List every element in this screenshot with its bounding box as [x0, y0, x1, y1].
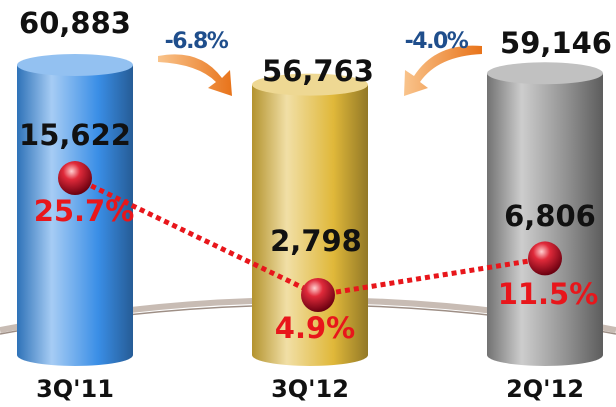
change-label: -6.8% [165, 29, 229, 54]
line-value-label: 15,622 [19, 118, 131, 152]
cylinder [487, 73, 603, 366]
category-label: 2Q'12 [506, 375, 584, 403]
margin-dot [301, 277, 335, 312]
cylinder-top [17, 54, 133, 76]
line-value-label: 6,806 [504, 199, 596, 233]
value-label: 60,883 [19, 6, 131, 40]
line-value-label: 2,798 [270, 224, 362, 258]
margin-label: 4.9% [275, 311, 355, 345]
margin-dot [58, 161, 92, 196]
category-label: 3Q'12 [271, 375, 349, 403]
margin-dot [528, 241, 562, 276]
margin-label: 25.7% [34, 194, 135, 228]
value-label: 56,763 [262, 54, 374, 88]
cylinder [252, 84, 368, 367]
category-label: 3Q'11 [36, 375, 114, 403]
change-label: -4.0% [405, 29, 469, 54]
value-label: 59,146 [500, 26, 612, 60]
change-arrow [404, 45, 482, 96]
cylinder [17, 65, 133, 366]
change-arrow [158, 54, 232, 96]
cylinder-top [252, 73, 368, 96]
cylinder-top [487, 62, 603, 85]
margin-label: 11.5% [498, 277, 599, 311]
